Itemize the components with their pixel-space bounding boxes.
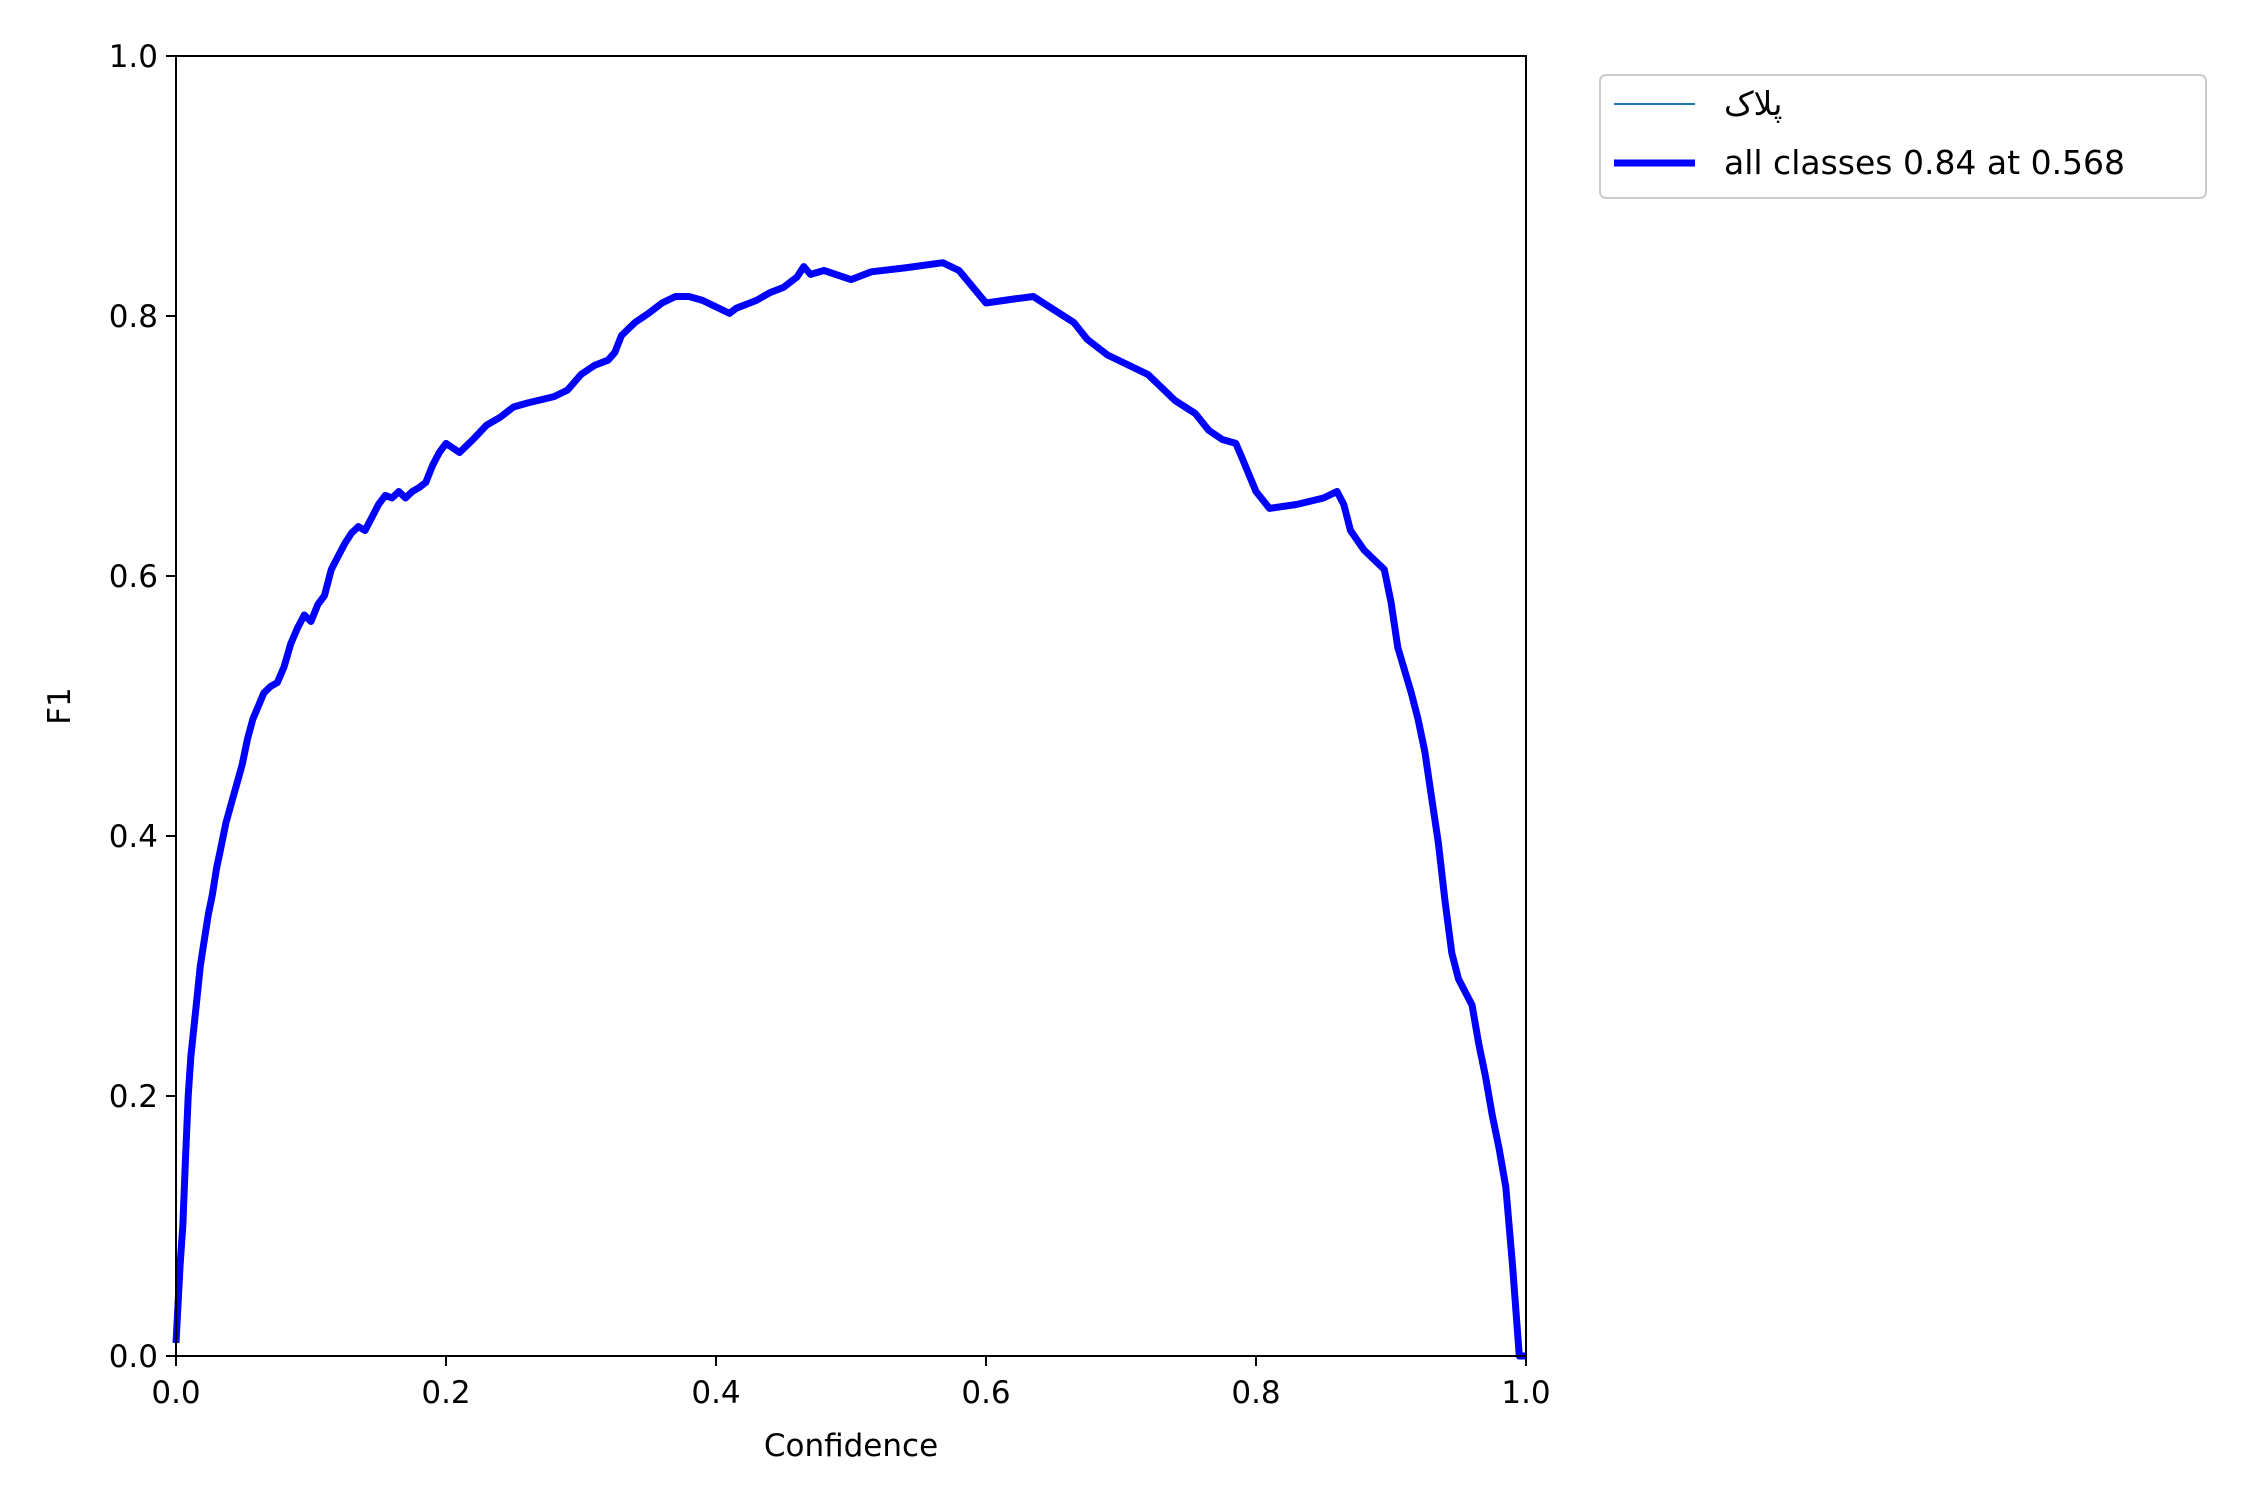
- legend-label-placard: پلاک: [1724, 84, 1782, 123]
- x-axis-ticks: 0.0 0.2 0.4 0.6 0.8 1.0: [151, 1356, 1551, 1411]
- legend-label-all-classes: all classes 0.84 at 0.568: [1724, 143, 2125, 182]
- x-tick-label: 0.0: [151, 1375, 200, 1411]
- y-tick-label: 1.0: [109, 39, 158, 75]
- legend: پلاک all classes 0.84 at 0.568: [1599, 74, 2207, 199]
- series-layer: [172, 259, 1526, 1360]
- y-axis-label: F1: [42, 687, 78, 725]
- y-axis-ticks: 0.0 0.2 0.4 0.6 0.8 1.0: [109, 39, 176, 1375]
- x-tick-label: 0.8: [1231, 1375, 1280, 1411]
- x-tick-label: 0.4: [691, 1375, 740, 1411]
- y-tick-label: 0.2: [109, 1079, 158, 1115]
- series-line-all-classes: [172, 259, 1526, 1360]
- x-tick-label: 0.6: [961, 1375, 1010, 1411]
- axes-frame: [175, 55, 1527, 1357]
- plot-area: [172, 55, 1527, 1360]
- y-tick-label: 0.0: [109, 1339, 158, 1375]
- x-tick-label: 0.2: [421, 1375, 470, 1411]
- y-tick-label: 0.6: [109, 559, 158, 595]
- x-axis-label: Confidence: [764, 1428, 938, 1464]
- legend-box: [1599, 74, 2207, 199]
- y-tick-label: 0.8: [109, 299, 158, 335]
- x-tick-label: 1.0: [1501, 1375, 1550, 1411]
- y-tick-label: 0.4: [109, 819, 158, 855]
